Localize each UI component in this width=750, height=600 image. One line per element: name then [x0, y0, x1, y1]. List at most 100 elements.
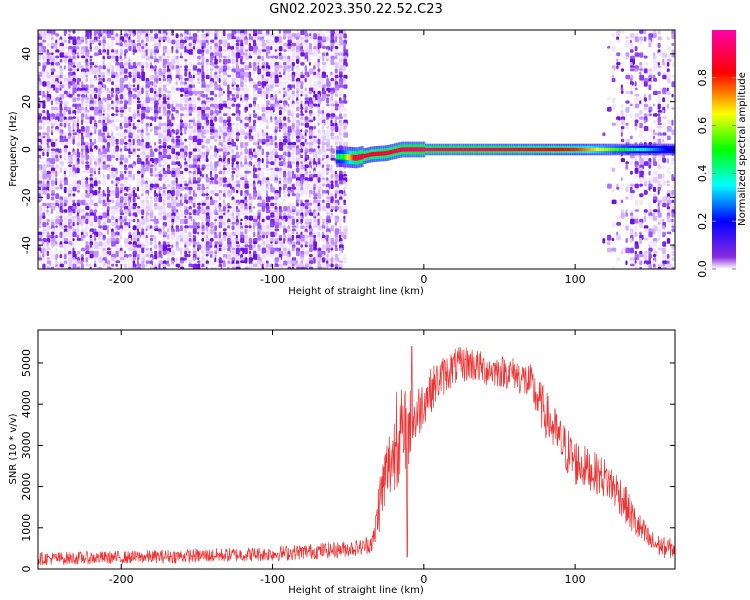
- noise-cell: [119, 170, 123, 175]
- noise-cell: [308, 190, 313, 194]
- noise-cell: [72, 186, 77, 192]
- noise-cell: [300, 132, 304, 137]
- noise-cell: [162, 33, 166, 38]
- noise-cell: [334, 46, 339, 50]
- noise-cell: [145, 247, 149, 251]
- noise-cell: [304, 212, 308, 217]
- noise-cell: [662, 158, 667, 163]
- noise-cell: [274, 106, 280, 110]
- noise-cell: [89, 142, 95, 146]
- noise-cell: [244, 71, 250, 78]
- noise-cell: [283, 62, 287, 66]
- noise-cell: [343, 74, 348, 79]
- noise-cell: [274, 103, 279, 108]
- noise-cell: [248, 103, 253, 108]
- noise-cell: [666, 71, 671, 78]
- noise-cell: [93, 119, 97, 123]
- noise-cell: [162, 65, 166, 68]
- noise-cell: [115, 170, 118, 175]
- noise-cell: [296, 177, 301, 182]
- noise-cell: [214, 36, 218, 41]
- noise-cell: [201, 247, 206, 252]
- noise-cell: [201, 193, 206, 197]
- noise-cell: [128, 154, 131, 158]
- noise-cell: [42, 135, 46, 139]
- noise-cell: [98, 174, 102, 179]
- noise-cell: [240, 199, 245, 204]
- noise-cell: [98, 36, 101, 40]
- noise-cell: [42, 68, 46, 72]
- noise-cell: [188, 154, 192, 159]
- noise-cell: [98, 122, 103, 126]
- noise-cell: [339, 106, 343, 113]
- noise-cell: [620, 209, 624, 213]
- noise-cell: [253, 106, 257, 111]
- noise-cell: [326, 81, 331, 87]
- noise-cell: [291, 263, 295, 267]
- noise-cell: [145, 145, 150, 149]
- noise-cell: [339, 260, 343, 263]
- noise-cell: [98, 228, 101, 232]
- noise-cell: [124, 49, 128, 53]
- noise-cell: [68, 161, 73, 164]
- noise-cell: [89, 116, 95, 121]
- noise-cell: [261, 231, 267, 236]
- noise-cell: [81, 247, 86, 252]
- noise-cell: [179, 186, 185, 191]
- noise-cell: [89, 58, 93, 62]
- band-cell: [432, 147, 435, 152]
- noise-cell: [128, 222, 131, 226]
- noise-cell: [201, 90, 204, 94]
- noise-cell: [136, 81, 141, 85]
- noise-cell: [283, 260, 288, 266]
- noise-cell: [326, 161, 329, 165]
- noise-cell: [274, 225, 280, 229]
- noise-cell: [154, 126, 159, 131]
- noise-cell: [132, 225, 137, 231]
- noise-cell: [46, 222, 49, 226]
- noise-cell: [240, 119, 243, 124]
- noise-cell: [106, 228, 109, 235]
- noise-cell: [210, 196, 213, 201]
- noise-cell: [257, 167, 262, 171]
- noise-cell: [235, 241, 240, 245]
- noise-cell: [184, 260, 189, 263]
- noise-cell: [68, 228, 71, 232]
- noise-cell: [128, 206, 133, 210]
- noise-cell: [653, 209, 658, 213]
- noise-cell: [63, 65, 66, 70]
- noise-cell: [85, 164, 90, 169]
- noise-cell: [326, 164, 331, 168]
- noise-cell: [38, 39, 42, 43]
- noise-cell: [214, 212, 219, 215]
- noise-cell: [111, 36, 115, 41]
- noise-cell: [98, 164, 104, 169]
- noise-cell: [68, 183, 73, 187]
- noise-cell: [158, 39, 161, 43]
- noise-cell: [616, 30, 621, 36]
- noise-cell: [308, 71, 312, 75]
- noise-cell: [304, 151, 307, 156]
- noise-cell: [253, 52, 258, 55]
- noise-cell: [283, 135, 288, 139]
- noise-cell: [666, 254, 670, 259]
- noise-cell: [128, 170, 132, 175]
- noise-cell: [132, 94, 137, 99]
- noise-cell: [326, 180, 330, 184]
- noise-cell: [339, 234, 341, 239]
- noise-cell: [334, 106, 339, 111]
- noise-cell: [162, 250, 167, 255]
- noise-cell: [634, 266, 638, 269]
- noise-cell: [278, 68, 282, 72]
- noise-cell: [330, 116, 334, 120]
- noise-cell: [132, 193, 138, 197]
- noise-cell: [270, 138, 274, 143]
- noise-cell: [639, 68, 643, 71]
- noise-cell: [76, 110, 82, 114]
- noise-cell: [274, 78, 279, 84]
- noise-cell: [136, 206, 141, 209]
- noise-cell: [76, 222, 79, 226]
- noise-cell: [175, 266, 178, 269]
- noise-cell: [128, 209, 131, 213]
- noise-cell: [119, 164, 124, 169]
